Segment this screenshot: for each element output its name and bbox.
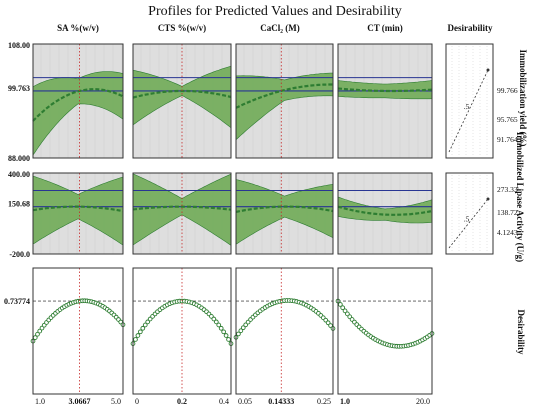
data-point <box>221 329 226 335</box>
panel-frame <box>445 172 494 255</box>
row-label-desirability: Desirability <box>516 310 526 355</box>
data-point <box>133 337 138 342</box>
data-point <box>240 325 246 331</box>
panel-frame <box>32 267 124 395</box>
panel-frame <box>235 172 334 255</box>
data-point <box>345 311 350 317</box>
column-header-sa: SA %(w/v) <box>57 23 99 33</box>
x-tick-label: 1.0 <box>340 397 350 406</box>
desirability-tick-label: 273.33 <box>497 185 518 194</box>
prediction-curve <box>337 205 433 216</box>
data-point <box>145 319 151 325</box>
y-tick-label: 0.73774 <box>4 297 30 306</box>
x-tick-label: 3.0667 <box>69 397 91 406</box>
y-tick-label: 108.00 <box>8 41 30 50</box>
y-tick-label: 88.000 <box>8 154 30 163</box>
data-point <box>218 325 224 331</box>
panel-frame <box>132 43 232 159</box>
x-tick-label: 20.0 <box>416 397 430 406</box>
prediction-curve <box>132 205 232 211</box>
data-point <box>138 329 143 335</box>
panel-frame <box>132 172 232 255</box>
prediction-curve <box>32 88 124 122</box>
desirability-function-endpoint <box>486 197 490 201</box>
data-point <box>35 331 40 337</box>
half-desirability-label: .5 <box>464 215 470 224</box>
panel-frame <box>337 43 433 159</box>
data-point <box>140 325 146 331</box>
panel-frame <box>32 172 124 255</box>
desirability-function-endpoint <box>486 68 490 72</box>
desirability-tick-label: 91.764 <box>497 135 518 144</box>
desirability-tick-label: 4.1243 <box>497 228 518 237</box>
desirability-tick-label: 99.766 <box>497 86 518 95</box>
column-header-cts: CTS %(w/v) <box>158 23 206 33</box>
y-tick-label: 99.763 <box>8 84 30 93</box>
x-tick-label: 0 <box>135 397 139 406</box>
desirability-function-line <box>448 69 489 153</box>
prediction-curve <box>235 83 333 109</box>
x-tick-label: 5.0 <box>111 397 121 406</box>
x-tick-label: 1.0 <box>35 397 45 406</box>
x-tick-label: 0.25 <box>317 397 331 406</box>
panel-background <box>338 44 432 158</box>
desirability-tick-label: 138.72 <box>497 208 518 217</box>
x-tick-label: 0.4 <box>219 397 229 406</box>
x-tick-label: 0.14333 <box>268 397 294 406</box>
row-label-yield: Immobilization yield (%) <box>518 50 528 147</box>
data-point <box>328 323 333 328</box>
desirability-function-line <box>448 198 489 249</box>
desirability-panel-background <box>446 44 493 158</box>
panel-frame <box>32 43 124 159</box>
panel-background <box>338 268 432 394</box>
data-point <box>211 316 217 322</box>
figure-title: Profiles for Predicted Values and Desira… <box>148 4 402 19</box>
panel-frame <box>337 172 433 255</box>
data-point <box>342 308 348 314</box>
data-point <box>226 337 231 342</box>
data-point <box>238 328 244 334</box>
column-header-desirability: Desirability <box>448 23 493 33</box>
panel-frame <box>445 43 494 159</box>
data-point <box>213 319 219 325</box>
panel-frame <box>337 267 433 395</box>
panel-background <box>236 268 333 394</box>
column-header-cacl2: CaCl₂ (M) <box>260 23 299 33</box>
panel-frame <box>235 43 334 159</box>
data-point <box>135 333 141 338</box>
x-tick-label: 0.2 <box>177 397 187 406</box>
desirability-panel-background <box>446 173 493 254</box>
data-point <box>236 331 241 337</box>
column-header-ct: CT (min) <box>367 23 403 33</box>
panel-frame <box>132 267 232 395</box>
data-point <box>37 328 43 334</box>
y-tick-label: 400.00 <box>8 170 30 179</box>
data-point <box>142 322 148 328</box>
panel-background <box>33 268 123 394</box>
half-desirability-label: .5 <box>464 102 470 111</box>
panel-frame <box>235 267 334 395</box>
prediction-curve <box>235 205 334 213</box>
y-tick-label: -200.0 <box>9 250 30 259</box>
data-point <box>216 322 222 328</box>
data-point <box>340 305 346 311</box>
y-tick-label: 150.68 <box>8 200 30 209</box>
data-point <box>223 333 229 338</box>
prediction-curve <box>337 87 433 93</box>
desirability-tick-label: 95.765 <box>497 115 518 124</box>
x-tick-label: 0.05 <box>238 397 252 406</box>
prediction-curve <box>32 205 124 213</box>
row-label-activity: Immobilized Lipase Activity (U/g) <box>515 132 525 262</box>
